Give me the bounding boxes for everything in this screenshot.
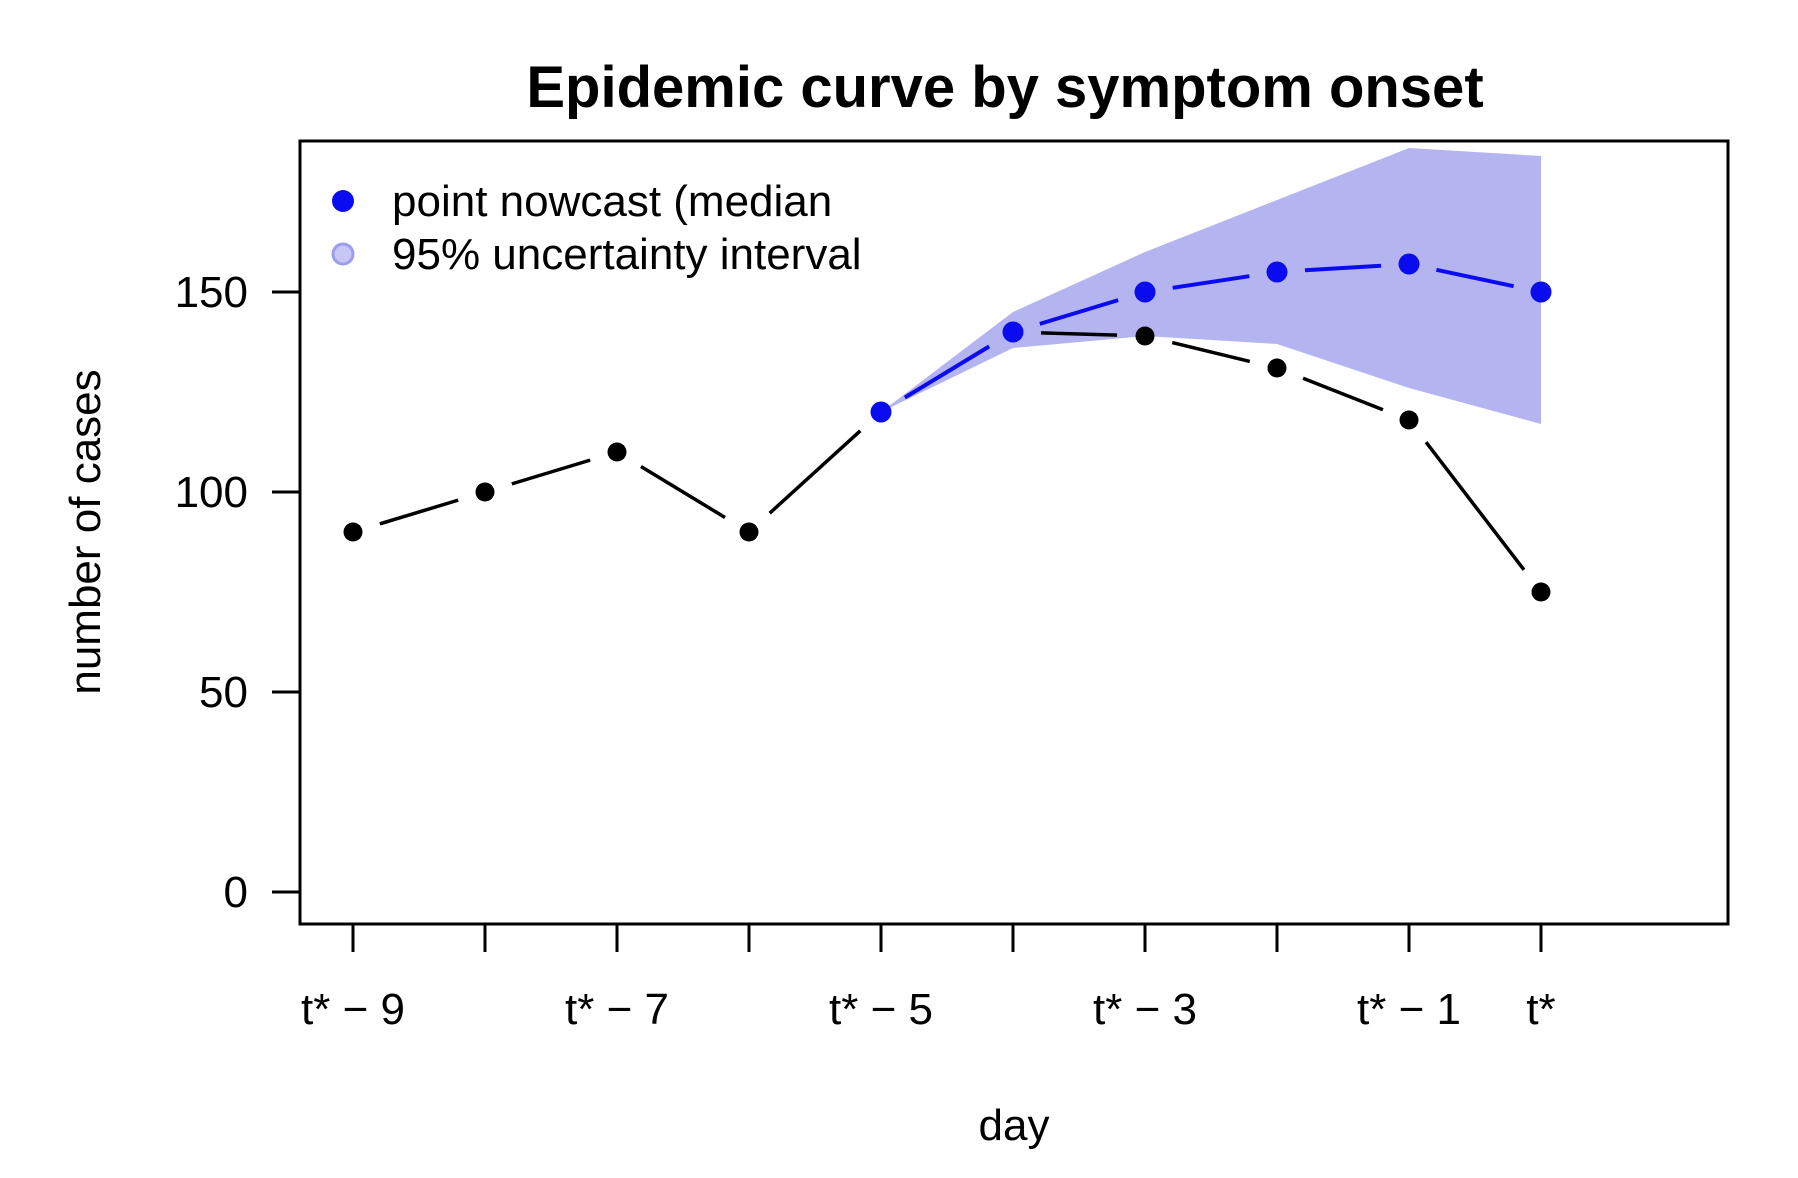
observed-point	[607, 442, 627, 462]
y-tick-label: 100	[175, 468, 248, 517]
observed-point	[1531, 582, 1551, 602]
x-tick-label: t* − 5	[829, 985, 933, 1034]
nowcast-line-segment	[903, 344, 991, 400]
observed-line-segment	[640, 465, 726, 519]
nowcast-point	[1002, 321, 1024, 343]
uncertainty-band-swatch-icon	[331, 242, 355, 266]
nowcast-line-segment	[1172, 274, 1250, 290]
y-tick-label: 150	[175, 268, 248, 317]
observed-line-segment	[379, 498, 459, 526]
observed-line-segment	[768, 429, 862, 515]
x-tick-label: t* − 7	[565, 985, 669, 1034]
x-axis-label: day	[979, 1101, 1050, 1150]
nowcast-point	[870, 401, 892, 423]
legend-label-nowcast: point nowcast (median	[392, 177, 832, 226]
y-tick-label: 0	[224, 868, 248, 917]
observed-line-segment	[1040, 331, 1118, 337]
nowcast-point	[1134, 281, 1156, 303]
observed-line-segment	[1424, 441, 1526, 571]
nowcast-point	[1530, 281, 1552, 303]
x-tick-label: t* − 1	[1357, 985, 1461, 1034]
nowcast-point	[1398, 253, 1420, 275]
x-tick-label: t* − 9	[301, 985, 405, 1034]
observed-point	[475, 482, 495, 502]
legend-label-uncertainty: 95% uncertainty interval	[392, 230, 862, 279]
observed-point	[343, 522, 363, 542]
legend: point nowcast (median 95% uncertainty in…	[331, 177, 862, 279]
nowcast-point-swatch-icon	[332, 190, 354, 212]
observed-point	[1135, 326, 1155, 346]
observed-point	[739, 522, 759, 542]
nowcast-line-segment	[1435, 267, 1515, 289]
observed-line-segment	[1302, 376, 1384, 412]
y-tick-label: 50	[199, 668, 248, 717]
x-tick-label: t*	[1526, 985, 1555, 1034]
observed-point	[1399, 410, 1419, 430]
nowcast-line-segment	[1304, 263, 1382, 273]
uncertainty-band	[881, 148, 1541, 424]
axes-layer: 0 50 100 150 t* − 9 t* − 7 t* − 5 t* − 3 t* − 1 t…	[175, 268, 1556, 1034]
nowcast-point	[1266, 261, 1288, 283]
nowcast-line-segment	[1039, 298, 1119, 326]
band-series-layer	[343, 148, 1552, 602]
x-tick-label: t* − 3	[1093, 985, 1197, 1034]
observed-point	[1267, 358, 1287, 378]
observed-line-segment	[511, 458, 591, 486]
chart-title: Epidemic curve by symptom onset	[526, 55, 1483, 120]
y-axis-label: number of cases	[61, 369, 110, 694]
observed-line-segment	[1171, 340, 1251, 364]
